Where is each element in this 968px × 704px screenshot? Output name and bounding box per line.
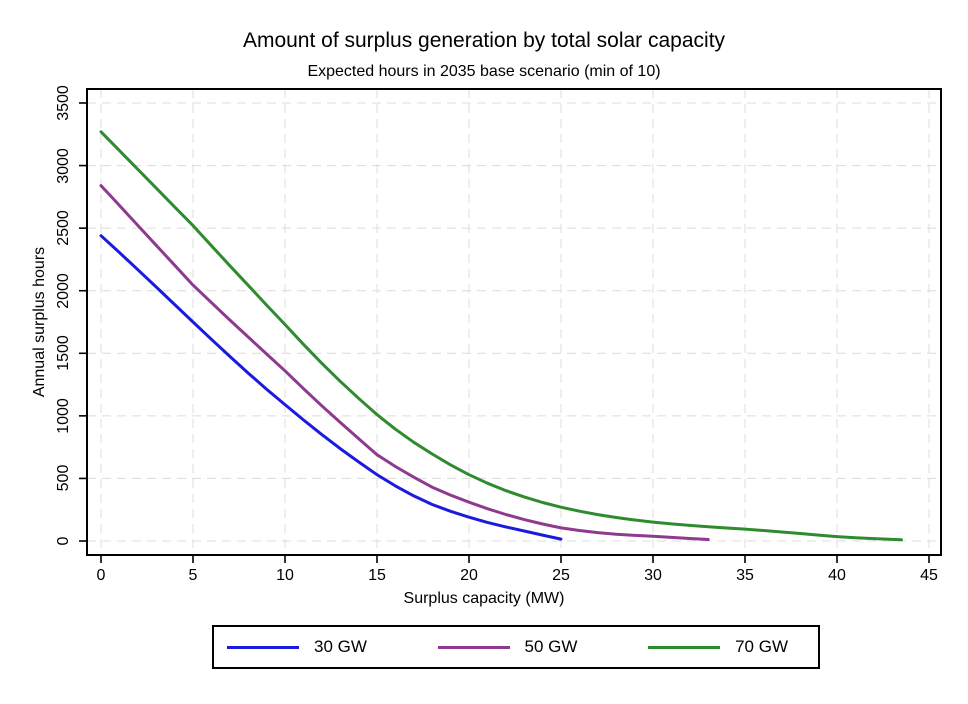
x-tick-label: 0	[96, 567, 106, 584]
legend: 30 GW 50 GW 70 GW	[212, 625, 820, 669]
y-tick-label: 1500	[55, 335, 72, 372]
chart-title: Amount of surplus generation by total so…	[242, 29, 726, 52]
y-axis-title: Annual surplus hours	[31, 246, 48, 398]
x-tick-label: 40	[828, 567, 846, 584]
x-tick-label: 5	[188, 567, 198, 584]
x-axis-title: Surplus capacity (MW)	[403, 590, 565, 607]
x-tick-label: 20	[460, 567, 478, 584]
y-tick-label: 3500	[55, 85, 72, 121]
legend-label: 70 GW	[735, 637, 788, 656]
legend-entry: 50 GW	[437, 637, 578, 657]
legend-line-swatch	[648, 645, 721, 649]
series-line-70-gw	[99, 130, 903, 542]
y-tick-label: 2000	[55, 272, 72, 309]
legend-entry: 30 GW	[227, 637, 367, 657]
y-tick-label: 2500	[55, 210, 72, 246]
legend-line-swatch	[437, 645, 510, 649]
y-tick-label: 500	[55, 465, 72, 492]
series-line-30-gw	[99, 234, 563, 541]
chart-subtitle: Expected hours in 2035 base scenario (mi…	[307, 63, 661, 80]
x-tick-label: 35	[736, 567, 754, 584]
y-tick-label: 1000	[55, 398, 72, 434]
x-tick-label: 15	[368, 567, 386, 584]
y-tick-label: 3000	[55, 147, 72, 184]
series-line-50-gw	[99, 184, 710, 541]
x-tick-label: 30	[644, 567, 662, 584]
legend-line-swatch	[227, 645, 299, 649]
plot-frame	[86, 88, 942, 556]
legend-entry: 70 GW	[648, 637, 788, 657]
x-tick-label: 25	[552, 567, 570, 584]
legend-label: 30 GW	[314, 637, 367, 656]
legend-label: 50 GW	[524, 637, 578, 656]
y-tick-label: 0	[55, 536, 72, 546]
x-tick-label: 10	[276, 567, 294, 584]
x-tick-label: 45	[920, 567, 938, 584]
